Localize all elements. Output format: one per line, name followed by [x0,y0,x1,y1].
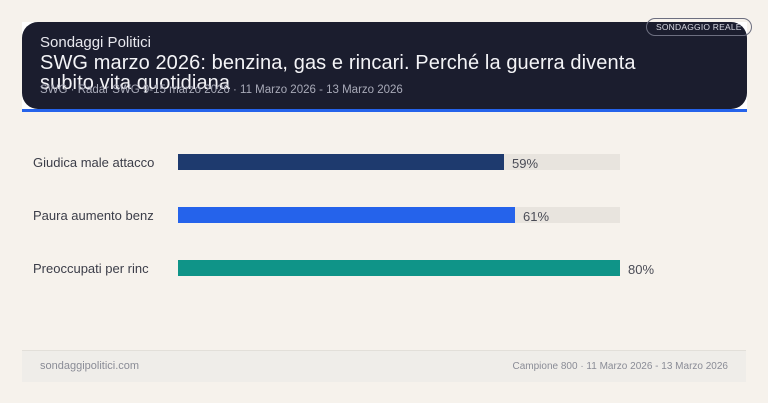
chart-row: Paura aumento benz 61% [0,207,768,224]
header-card: Sondaggi Politici SWG marzo 2026: benzin… [22,22,747,109]
bar-chart: Giudica male attacco 59% Paura aumento ben… [0,154,768,277]
chart-row: Preoccupati per rinc 80% [0,260,768,277]
bar-track [178,207,620,223]
site-link[interactable]: sondaggipolitici.com [40,360,140,372]
poll-subtitle: SWG · Radar SWG 9-15 marzo 2026 · 11 Mar… [40,84,403,96]
footer: sondaggipolitici.com Campione 800 · 11 M… [22,350,746,382]
page-title: SWG marzo 2026: benzina, gas e rincari. … [40,52,636,94]
bar-track [178,260,620,276]
bar-fill [178,260,620,276]
category-label: Preoccupati per rinc [33,261,149,276]
sample-info: Campione 800 · 11 Marzo 2026 - 13 Marzo … [512,361,729,372]
bar-fill [178,207,515,223]
bar-track [178,154,620,170]
value-label: 59% [512,156,539,171]
chart-row: Giudica male attacco 59% [0,154,768,171]
header-panel: Sondaggi Politici SWG marzo 2026: benzin… [22,22,747,112]
accent-divider [22,109,747,112]
bar-fill [178,154,504,170]
category-label: Paura aumento benz [33,208,154,223]
category-label: Giudica male attacco [33,155,155,170]
value-label: 80% [628,262,655,277]
brand-name: Sondaggi Politici [40,34,151,51]
real-poll-badge: Sondaggio reale [646,18,752,36]
value-label: 61% [523,209,550,224]
